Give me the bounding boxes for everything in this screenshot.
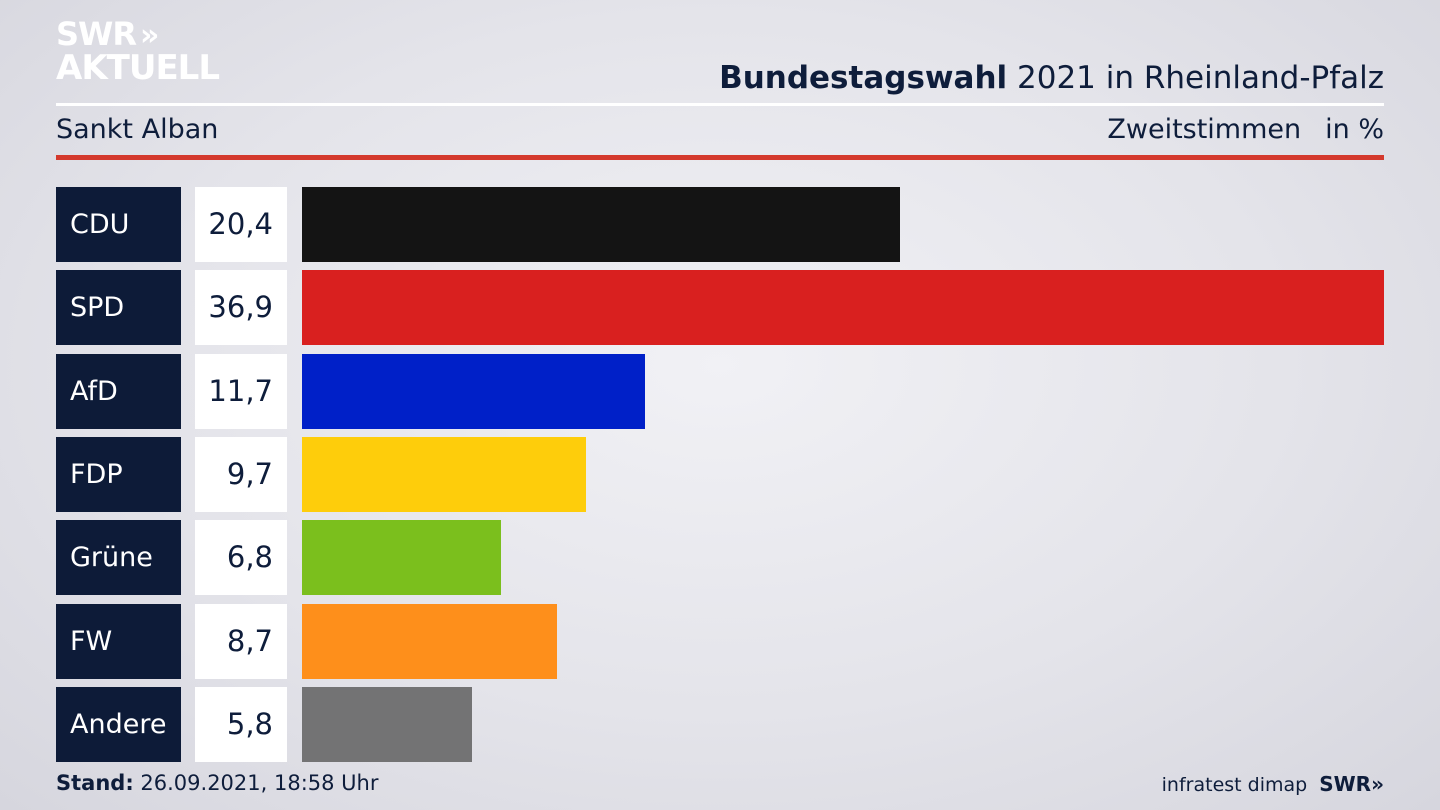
header-divider: [56, 103, 1384, 106]
bar-afd: [302, 353, 645, 429]
timestamp: Stand: 26.09.2021, 18:58 Uhr: [56, 771, 379, 795]
timestamp-label: Stand:: [56, 771, 134, 795]
chart-title: Bundestagswahl 2021 in Rheinland-Pfalz: [719, 60, 1384, 96]
value-label: 5,8: [195, 686, 287, 762]
measure-label: Zweitstimmen: [1107, 114, 1302, 145]
chart-subtitle: Sankt Alban: [56, 114, 219, 145]
bar-row: AfD 11,7: [56, 353, 1384, 429]
bar-row: FDP 9,7: [56, 436, 1384, 512]
logo-line1: SWR: [56, 15, 137, 53]
source-credit: infratest dimap SWR»: [1162, 772, 1384, 796]
party-label: CDU: [56, 187, 181, 262]
bar-fw: [302, 603, 557, 679]
bar-row: SPD 36,9: [56, 270, 1384, 346]
source-label: infratest dimap: [1161, 774, 1308, 796]
party-label: SPD: [56, 270, 181, 346]
swr-aktuell-logo: SWR» AKTUELL: [56, 15, 220, 88]
bar-cdu: [302, 187, 900, 262]
bar-row: Grüne 6,8: [56, 520, 1384, 596]
bar-fdp: [302, 436, 586, 512]
bar-row: CDU 20,4: [56, 187, 1384, 262]
value-label: 36,9: [195, 270, 287, 346]
chart-title-bold: Bundestagswahl: [719, 60, 1008, 96]
party-label: FDP: [56, 436, 181, 512]
subtitle-divider: [56, 155, 1384, 160]
value-label: 9,7: [195, 436, 287, 512]
chart-title-rest: 2021 in Rheinland-Pfalz: [1007, 60, 1384, 96]
party-label: Andere: [56, 686, 181, 762]
value-label: 20,4: [195, 187, 287, 262]
party-label: Grüne: [56, 520, 181, 596]
bar-grüne: [302, 520, 501, 596]
value-label: 6,8: [195, 520, 287, 596]
bar-andere: [302, 686, 472, 762]
party-label: FW: [56, 603, 181, 679]
swr-brand: SWR»: [1319, 772, 1384, 796]
party-label: AfD: [56, 353, 181, 429]
bar-row: FW 8,7: [56, 603, 1384, 679]
value-label: 11,7: [195, 353, 287, 429]
bar-row: Andere 5,8: [56, 686, 1384, 762]
unit-label: in %: [1325, 114, 1384, 145]
logo-line2: AKTUELL: [56, 48, 220, 88]
chart-measure: Zweitstimmen in %: [1107, 114, 1384, 145]
bar-spd: [302, 270, 1384, 346]
value-label: 8,7: [195, 603, 287, 679]
timestamp-value: 26.09.2021, 18:58 Uhr: [133, 771, 379, 795]
